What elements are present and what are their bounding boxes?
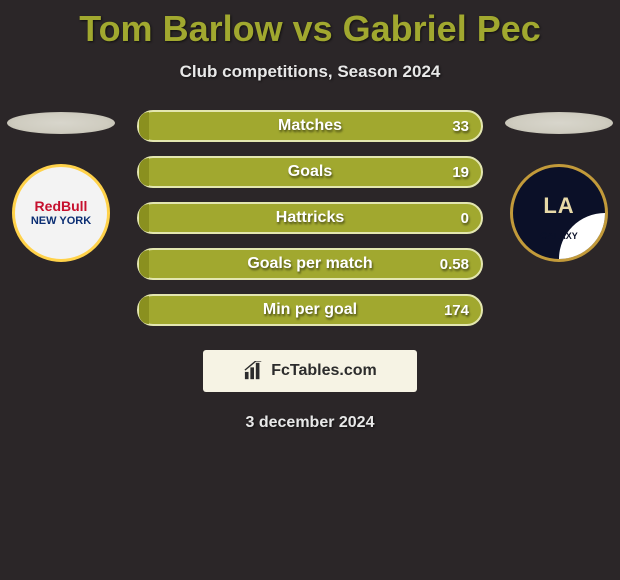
right-club-badge: LA GALAXY — [510, 164, 608, 262]
stat-row: Goals per match 0.58 — [137, 248, 483, 280]
brand-box: FcTables.com — [203, 350, 417, 392]
stat-rows: Matches 33 Goals 19 Hattricks 0 Goals pe… — [137, 110, 483, 326]
stat-right-value: 174 — [444, 302, 469, 319]
left-player-column: RedBull NEW YORK — [6, 110, 116, 262]
right-badge-line1: LA — [513, 193, 605, 219]
stat-right-value: 19 — [452, 164, 469, 181]
stat-label: Hattricks — [276, 209, 344, 227]
stat-fill — [139, 204, 149, 232]
player-photo-placeholder-left — [7, 112, 115, 134]
comparison-content: RedBull NEW YORK LA GALAXY Matches 33 Go… — [0, 110, 620, 432]
right-player-column: LA GALAXY — [504, 110, 614, 262]
left-club-badge-text: RedBull NEW YORK — [31, 199, 91, 226]
player-photo-placeholder-right — [505, 112, 613, 134]
stat-label: Min per goal — [263, 301, 357, 319]
stat-label: Matches — [278, 117, 342, 135]
brand-text: FcTables.com — [271, 362, 377, 380]
stat-fill — [139, 296, 149, 324]
left-club-badge: RedBull NEW YORK — [12, 164, 110, 262]
page-title: Tom Barlow vs Gabriel Pec — [0, 0, 620, 50]
barchart-icon — [243, 361, 265, 381]
right-badge-line2: GALAXY — [513, 231, 605, 241]
stat-fill — [139, 250, 149, 278]
stat-fill — [139, 158, 149, 186]
stat-right-value: 33 — [452, 118, 469, 135]
stat-fill — [139, 112, 149, 140]
stat-right-value: 0.58 — [440, 256, 469, 273]
stat-label: Goals — [288, 163, 332, 181]
subtitle: Club competitions, Season 2024 — [0, 62, 620, 82]
stat-right-value: 0 — [461, 210, 469, 227]
stat-label: Goals per match — [247, 255, 372, 273]
stat-row: Matches 33 — [137, 110, 483, 142]
left-badge-line2: NEW YORK — [31, 215, 91, 227]
left-badge-line1: RedBull — [31, 199, 91, 214]
date-line: 3 december 2024 — [0, 414, 620, 432]
stat-row: Goals 19 — [137, 156, 483, 188]
stat-row: Hattricks 0 — [137, 202, 483, 234]
stat-row: Min per goal 174 — [137, 294, 483, 326]
